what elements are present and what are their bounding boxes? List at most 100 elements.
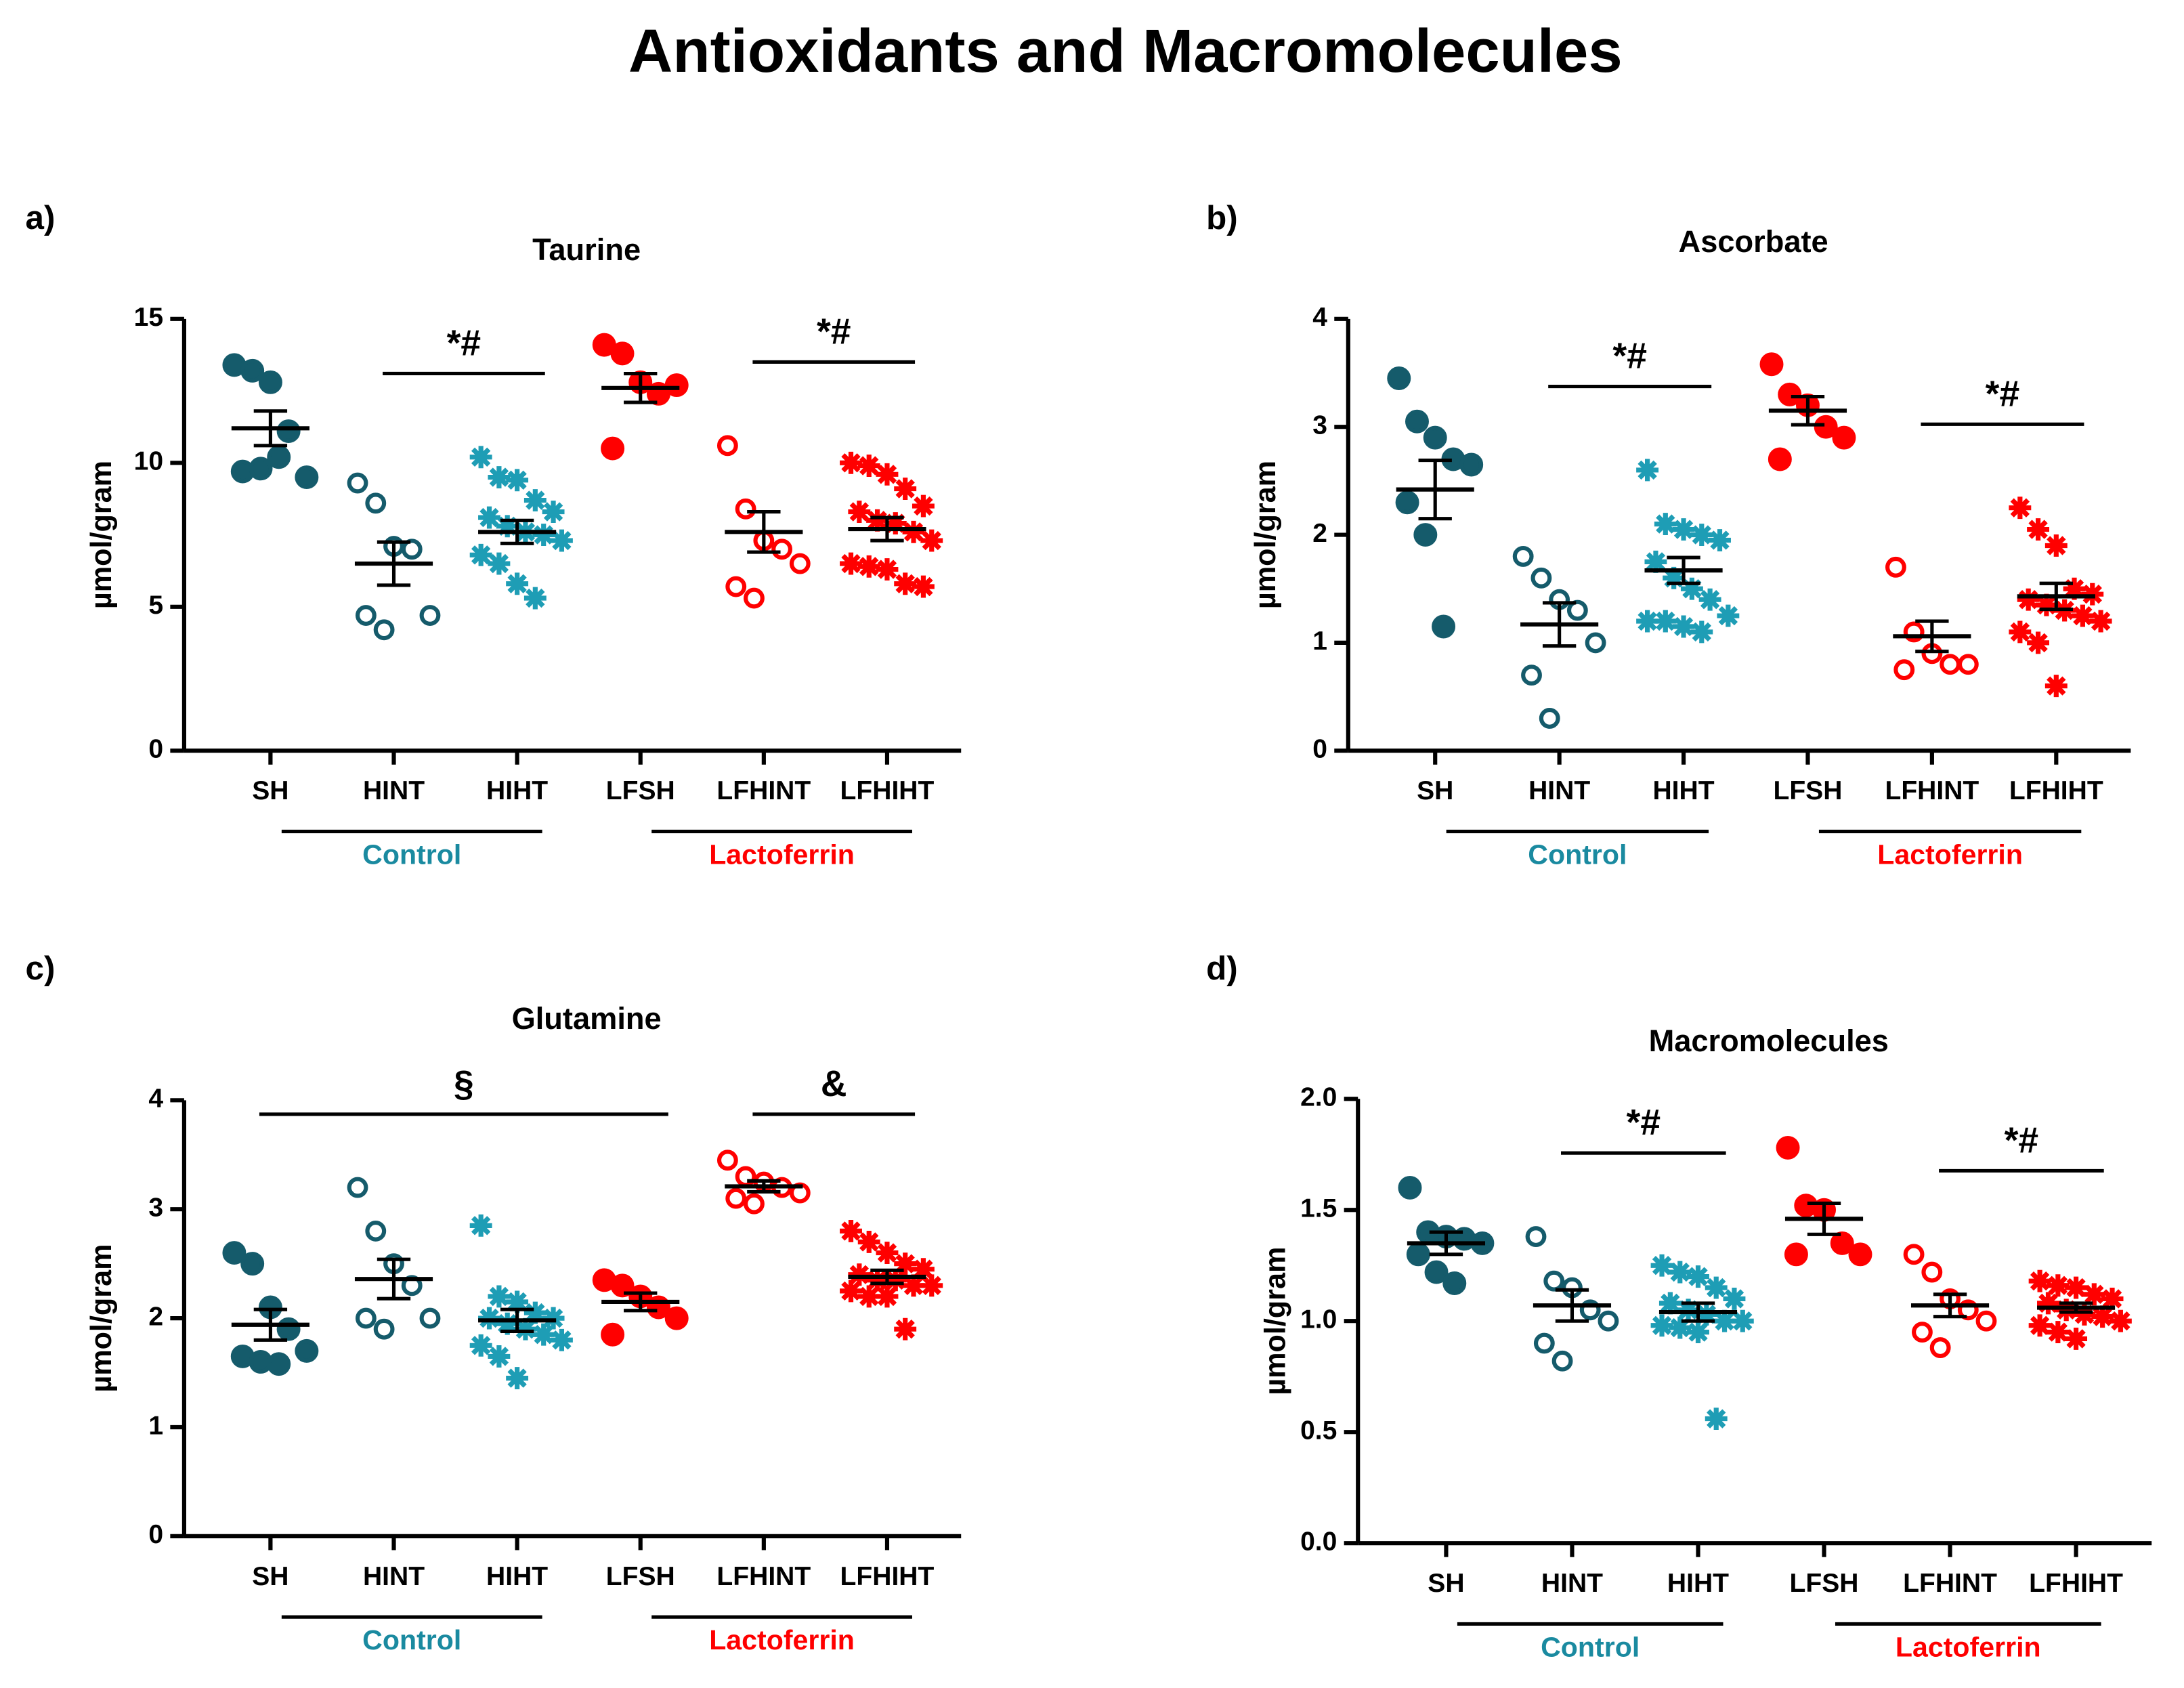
data-point (592, 333, 616, 357)
data-point (1687, 1321, 1709, 1344)
y-tick-label: 2.0 (1300, 1083, 1337, 1112)
x-tick-label: HIHT (1667, 1569, 1729, 1598)
data-point (920, 1274, 943, 1297)
data-point (1698, 588, 1721, 611)
data-point (469, 543, 492, 566)
data-point (550, 529, 573, 552)
data-point (610, 341, 635, 366)
group-label: Control (362, 839, 461, 870)
y-tick-label: 1 (1312, 627, 1327, 656)
y-tick-label: 10 (134, 447, 163, 476)
data-point (240, 1252, 265, 1276)
data-point (469, 1334, 492, 1357)
data-point (2035, 593, 2058, 616)
data-point (2063, 577, 2086, 600)
data-point (866, 509, 889, 532)
y-tick-label: 0.5 (1300, 1416, 1337, 1446)
data-point (1814, 415, 1838, 439)
data-point (347, 472, 368, 494)
data-point (1533, 1332, 1555, 1354)
y-axis-label: µmol/gram (85, 461, 118, 609)
data-point (1413, 523, 1438, 547)
data-point (1644, 550, 1667, 573)
data-point (1776, 1135, 1800, 1160)
data-point (2073, 1303, 2096, 1326)
data-point (2009, 620, 2032, 643)
group-label: Lactoferrin (709, 839, 855, 870)
data-point (2082, 1283, 2105, 1306)
y-tick-label: 0 (148, 735, 163, 764)
x-tick-label: LFSH (1773, 776, 1842, 805)
data-point (1405, 409, 1429, 434)
data-point (1759, 352, 1784, 377)
panel-title: Glutamine (512, 1001, 662, 1036)
significance-label: *# (1986, 374, 2020, 414)
data-point (1423, 425, 1447, 450)
x-tick-label: HINT (1528, 776, 1590, 805)
data-point (2055, 1299, 2078, 1322)
data-point (912, 575, 935, 598)
x-tick-label: LFHINT (716, 1562, 811, 1591)
data-point (365, 1220, 387, 1242)
group-label: Control (362, 1624, 461, 1655)
data-point (1929, 1337, 1951, 1358)
data-point (1903, 1244, 1925, 1265)
y-tick-label: 0 (1312, 735, 1327, 764)
data-point (1690, 620, 1713, 643)
data-point (2017, 588, 2040, 611)
data-point (876, 558, 899, 581)
data-point (857, 1285, 880, 1308)
data-point (1387, 366, 1411, 390)
figure-title: Antioxidants and Macromolecules (628, 17, 1623, 85)
group-label: Control (1541, 1631, 1640, 1662)
data-point (2009, 497, 2032, 520)
panel-label: b) (1206, 199, 1238, 236)
data-point (789, 553, 811, 574)
data-point (222, 1241, 247, 1265)
data-point (1432, 614, 1456, 639)
data-point (542, 1307, 565, 1330)
data-point (2044, 675, 2068, 698)
data-point (523, 489, 547, 512)
data-point (894, 572, 917, 595)
y-axis-label: µmol/gram (85, 1244, 118, 1393)
data-point (1636, 610, 1659, 633)
data-point (1424, 1260, 1449, 1284)
x-tick-label: HINT (363, 1562, 425, 1591)
data-point (355, 605, 377, 626)
x-tick-label: LFHIHT (840, 1562, 935, 1591)
y-tick-label: 3 (1312, 411, 1327, 440)
data-point (550, 1328, 573, 1351)
data-point (1832, 425, 1856, 450)
data-point (2036, 1292, 2059, 1315)
data-point (601, 436, 625, 461)
data-point (716, 435, 738, 457)
data-point (1768, 447, 1792, 471)
data-point (1551, 1350, 1573, 1372)
data-point (1921, 1261, 1943, 1283)
data-point (664, 373, 689, 398)
data-point (912, 494, 935, 518)
data-point (735, 498, 756, 520)
data-point (249, 457, 273, 481)
data-point (857, 455, 880, 478)
y-tick-label: 0 (148, 1520, 163, 1549)
y-tick-label: 1.5 (1300, 1194, 1337, 1223)
x-tick-label: HINT (1541, 1569, 1603, 1598)
data-point (1912, 1322, 1933, 1343)
data-point (419, 605, 441, 626)
x-tick-label: LFSH (606, 1562, 675, 1591)
data-point (1677, 1299, 1700, 1322)
data-point (506, 572, 529, 595)
data-point (1709, 529, 1731, 551)
data-point (848, 1263, 871, 1286)
significance-label: *# (2005, 1120, 2039, 1160)
y-tick-label: 0.0 (1300, 1527, 1337, 1556)
data-point (2089, 610, 2112, 633)
significance-label: *# (1612, 337, 1647, 377)
data-point (601, 1322, 625, 1347)
data-point (258, 370, 282, 394)
data-point (2047, 1321, 2070, 1344)
y-tick-label: 15 (134, 303, 163, 332)
